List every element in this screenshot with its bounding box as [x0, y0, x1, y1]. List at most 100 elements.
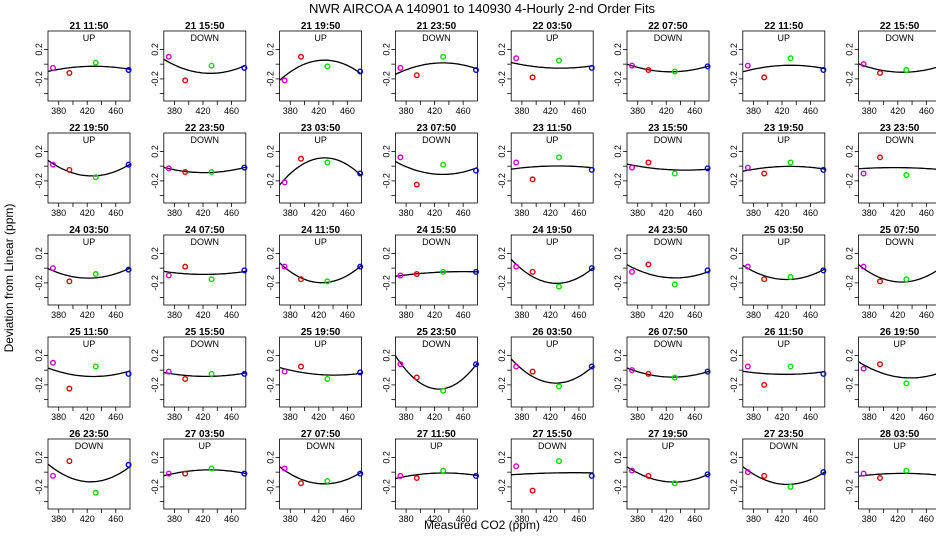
- y-tick-label: -0.2: [845, 275, 855, 291]
- x-tick-label: 380: [51, 208, 66, 218]
- y-tick-label: -0.2: [266, 173, 276, 189]
- data-point: [357, 369, 364, 376]
- panel-title: 24 23:50: [648, 225, 688, 236]
- data-point: [671, 281, 678, 288]
- y-tick-label: 0.2: [845, 247, 855, 260]
- data-point: [529, 487, 536, 494]
- data-point: [744, 62, 751, 69]
- data-point: [787, 159, 794, 166]
- data-point: [297, 155, 304, 162]
- panel-title: 22 23:50: [185, 123, 225, 134]
- x-tick-label: 380: [514, 310, 529, 320]
- data-point: [555, 383, 562, 390]
- data-point: [588, 64, 595, 71]
- y-tick-label: 0.2: [266, 247, 276, 260]
- data-point: [66, 458, 73, 465]
- panel-direction: DOWN: [654, 135, 683, 145]
- x-tick-label: 420: [890, 514, 905, 524]
- y-tick-label: 0.2: [266, 349, 276, 362]
- x-tick-label: 420: [311, 208, 326, 218]
- data-point: [413, 475, 420, 482]
- x-tick-label: 380: [283, 514, 298, 524]
- y-tick-label: -0.2: [497, 479, 507, 495]
- data-point: [49, 64, 56, 71]
- y-tick-label: -0.2: [729, 173, 739, 189]
- x-tick-label: 460: [340, 514, 355, 524]
- data-point: [671, 374, 678, 381]
- data-point: [92, 489, 99, 496]
- data-point: [588, 472, 595, 479]
- panel-direction: DOWN: [654, 237, 683, 247]
- panel-direction: DOWN: [885, 237, 914, 247]
- y-tick-label: 0.2: [613, 145, 623, 158]
- data-point: [241, 267, 248, 274]
- data-point: [440, 268, 447, 275]
- data-point: [472, 268, 479, 275]
- x-tick-label: 460: [687, 310, 702, 320]
- panel-frame: [858, 336, 936, 408]
- data-point: [241, 470, 248, 477]
- x-tick-label: 420: [659, 514, 674, 524]
- x-tick-label: 420: [311, 412, 326, 422]
- x-tick-label: 460: [919, 310, 934, 320]
- y-tick-label: -0.2: [150, 377, 160, 393]
- x-tick-label: 420: [890, 208, 905, 218]
- data-point: [357, 470, 364, 477]
- x-tick-label: 380: [862, 310, 877, 320]
- panel-direction: DOWN: [422, 339, 451, 349]
- data-point: [324, 376, 331, 383]
- panel-direction: UP: [778, 237, 791, 247]
- data-point: [324, 278, 331, 285]
- data-point: [397, 472, 404, 479]
- data-point: [704, 368, 711, 375]
- x-tick-label: 420: [659, 310, 674, 320]
- panel-direction: DOWN: [306, 441, 335, 451]
- data-point: [49, 161, 56, 168]
- y-tick-label: -0.2: [613, 71, 623, 87]
- data-point: [397, 154, 404, 161]
- data-point: [440, 53, 447, 60]
- data-point: [671, 170, 678, 177]
- fit-curve: [163, 371, 246, 378]
- data-point: [440, 161, 447, 168]
- y-tick-label: -0.2: [381, 173, 391, 189]
- panel-direction: UP: [778, 135, 791, 145]
- x-tick-label: 460: [108, 208, 123, 218]
- x-tick-label: 380: [514, 514, 529, 524]
- data-point: [555, 57, 562, 64]
- panel-title: 25 15:50: [185, 327, 225, 338]
- fit-curve: [626, 63, 710, 73]
- data-point: [820, 166, 827, 173]
- panel-title: 22 11:50: [764, 21, 803, 32]
- panel-title: 22 07:50: [648, 21, 688, 32]
- data-point: [472, 361, 479, 368]
- y-tick-label: 0.2: [497, 247, 507, 260]
- panel-frame: [626, 336, 710, 408]
- data-point: [588, 265, 595, 272]
- x-tick-label: 460: [803, 106, 818, 116]
- y-tick-label: 0.2: [497, 145, 507, 158]
- data-point: [66, 385, 73, 392]
- data-point: [208, 169, 215, 176]
- data-point: [182, 470, 189, 477]
- panel-direction: DOWN: [654, 33, 683, 43]
- panel-title: 23 19:50: [764, 123, 804, 134]
- fit-curve: [279, 59, 362, 81]
- x-tick-label: 420: [80, 106, 95, 116]
- data-point: [513, 55, 520, 62]
- y-tick-label: 0.2: [34, 451, 44, 464]
- data-point: [165, 53, 172, 60]
- y-tick-label: -0.2: [613, 377, 623, 393]
- x-tick-label: 460: [571, 208, 586, 218]
- x-tick-label: 380: [514, 208, 529, 218]
- x-tick-label: 380: [283, 208, 298, 218]
- panel-title: 25 11:50: [70, 327, 109, 338]
